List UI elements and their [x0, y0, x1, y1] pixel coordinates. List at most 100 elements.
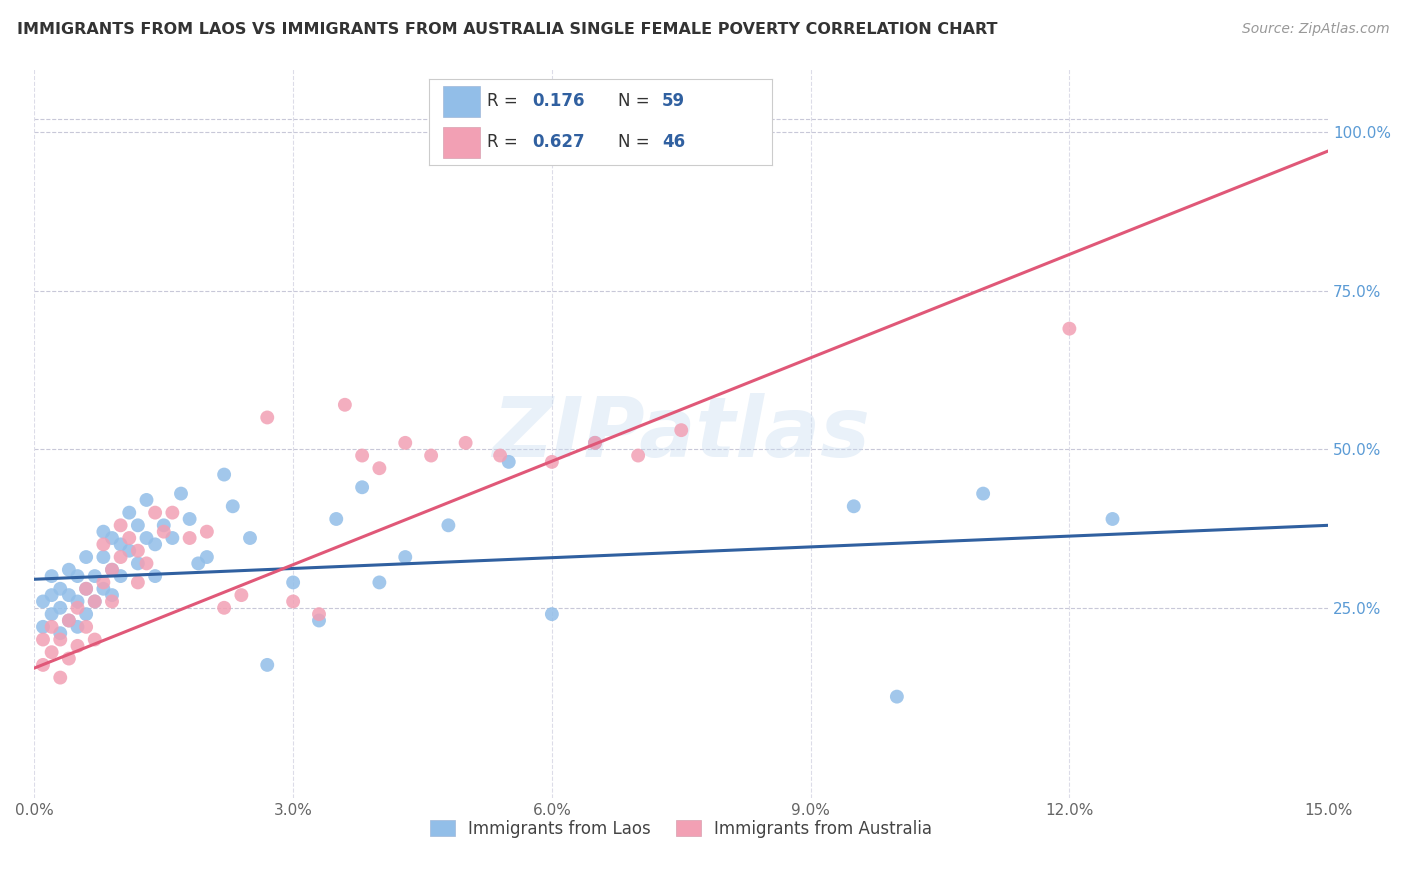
Point [75, 607, 97, 622]
Point [127, 543, 149, 558]
Point [886, 690, 908, 704]
Point [162, 531, 184, 545]
Point [93, 549, 115, 564]
Point [352, 480, 374, 494]
Point [75, 549, 97, 564]
Point [49, 671, 72, 685]
Point [75, 582, 97, 596]
Point [66, 600, 89, 615]
Point [66, 594, 89, 608]
Point [187, 557, 209, 571]
Point [394, 549, 416, 564]
Point [101, 531, 124, 545]
Point [110, 518, 132, 533]
Point [352, 449, 374, 463]
Point [1059, 321, 1081, 335]
Point [627, 449, 650, 463]
Point [110, 569, 132, 583]
Point [118, 506, 141, 520]
Point [170, 486, 193, 500]
Point [671, 423, 693, 437]
Point [66, 639, 89, 653]
Point [152, 518, 174, 533]
Point [256, 657, 278, 672]
Point [212, 600, 235, 615]
Point [135, 492, 157, 507]
Point [179, 531, 201, 545]
Point [368, 461, 391, 475]
Point [222, 500, 245, 514]
Point [32, 632, 55, 647]
Point [212, 467, 235, 482]
Text: IMMIGRANTS FROM LAOS VS IMMIGRANTS FROM AUSTRALIA SINGLE FEMALE POVERTY CORRELAT: IMMIGRANTS FROM LAOS VS IMMIGRANTS FROM … [17, 22, 997, 37]
Point [41, 620, 63, 634]
Legend: Immigrants from Laos, Immigrants from Australia: Immigrants from Laos, Immigrants from Au… [423, 814, 939, 845]
Point [256, 410, 278, 425]
Point [394, 435, 416, 450]
Point [152, 524, 174, 539]
Point [83, 594, 105, 608]
Point [75, 620, 97, 634]
Point [127, 518, 149, 533]
Point [49, 600, 72, 615]
Point [179, 512, 201, 526]
Point [32, 594, 55, 608]
Point [66, 569, 89, 583]
Point [41, 645, 63, 659]
Point [75, 582, 97, 596]
Point [118, 543, 141, 558]
Point [972, 486, 994, 500]
Point [41, 607, 63, 622]
Point [195, 524, 218, 539]
Point [583, 435, 606, 450]
Point [49, 582, 72, 596]
Point [93, 524, 115, 539]
Point [93, 537, 115, 551]
Point [58, 614, 80, 628]
Point [49, 626, 72, 640]
Point [308, 614, 330, 628]
Point [101, 563, 124, 577]
Point [281, 575, 304, 590]
Point [58, 563, 80, 577]
Point [127, 557, 149, 571]
Point [1101, 512, 1123, 526]
Point [541, 455, 564, 469]
Point [58, 614, 80, 628]
Text: Source: ZipAtlas.com: Source: ZipAtlas.com [1241, 22, 1389, 37]
Point [143, 569, 166, 583]
Text: ZIPatlas: ZIPatlas [492, 392, 870, 474]
Point [83, 632, 105, 647]
Point [437, 518, 460, 533]
Point [143, 537, 166, 551]
Point [143, 506, 166, 520]
Point [498, 455, 520, 469]
Point [420, 449, 443, 463]
Point [231, 588, 253, 602]
Point [135, 557, 157, 571]
Point [195, 549, 218, 564]
Point [32, 620, 55, 634]
Point [101, 594, 124, 608]
Point [308, 607, 330, 622]
Point [58, 651, 80, 665]
Point [58, 588, 80, 602]
Point [118, 531, 141, 545]
Point [93, 582, 115, 596]
Point [66, 620, 89, 634]
Point [83, 594, 105, 608]
Point [93, 575, 115, 590]
Point [489, 449, 512, 463]
Point [110, 549, 132, 564]
Point [135, 531, 157, 545]
Point [162, 506, 184, 520]
Point [454, 435, 477, 450]
Point [281, 594, 304, 608]
Point [239, 531, 262, 545]
Point [325, 512, 347, 526]
Point [32, 657, 55, 672]
Point [110, 537, 132, 551]
Point [83, 569, 105, 583]
Point [41, 588, 63, 602]
Point [101, 563, 124, 577]
